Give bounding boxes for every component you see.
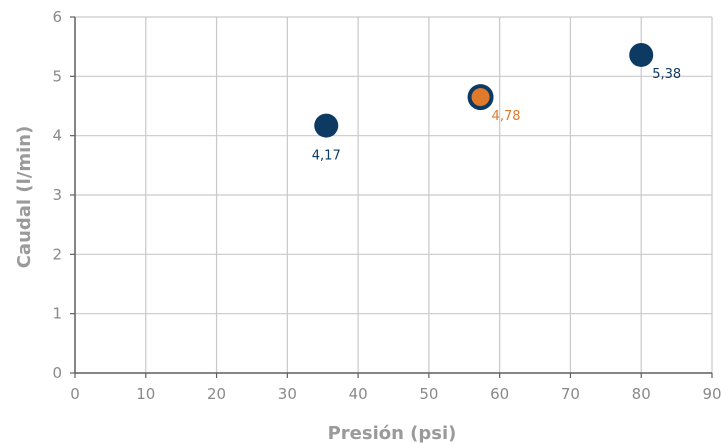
x-tick-label: 30 bbox=[278, 385, 297, 403]
data-point bbox=[314, 113, 339, 138]
axes bbox=[70, 16, 713, 378]
data-point bbox=[629, 42, 654, 67]
x-tick-label: 20 bbox=[207, 385, 226, 403]
y-tick-label: 2 bbox=[52, 245, 62, 263]
x-tick-label: 0 bbox=[70, 385, 80, 403]
y-tick-label: 1 bbox=[52, 305, 62, 323]
y-tick-label: 6 bbox=[52, 8, 62, 26]
y-tick-label: 4 bbox=[52, 127, 62, 145]
x-tick-label: 40 bbox=[349, 385, 368, 403]
y-tick-label: 3 bbox=[52, 186, 62, 204]
y-tick-label: 5 bbox=[52, 67, 62, 85]
grid bbox=[75, 16, 713, 373]
y-tick-label: 0 bbox=[52, 364, 62, 382]
x-tick-labels: 0 10 20 30 40 50 60 70 80 90 bbox=[70, 385, 721, 403]
x-tick-label: 10 bbox=[136, 385, 155, 403]
data-label: 4,78 bbox=[492, 109, 521, 124]
x-tick-label: 80 bbox=[632, 385, 651, 403]
y-axis-title: Caudal (l/min) bbox=[14, 126, 35, 269]
y-tick-labels: 0 1 2 3 4 5 6 bbox=[52, 8, 62, 382]
x-tick-label: 70 bbox=[561, 385, 580, 403]
data-points: 4,17 4,78 5,38 bbox=[312, 42, 681, 164]
x-axis-title: Presión (psi) bbox=[328, 423, 457, 444]
data-point bbox=[471, 88, 490, 107]
x-tick-label: 50 bbox=[419, 385, 438, 403]
x-tick-label: 90 bbox=[702, 385, 721, 403]
data-label: 4,17 bbox=[312, 149, 341, 164]
x-tick-label: 60 bbox=[490, 385, 509, 403]
data-label: 5,38 bbox=[652, 67, 681, 82]
